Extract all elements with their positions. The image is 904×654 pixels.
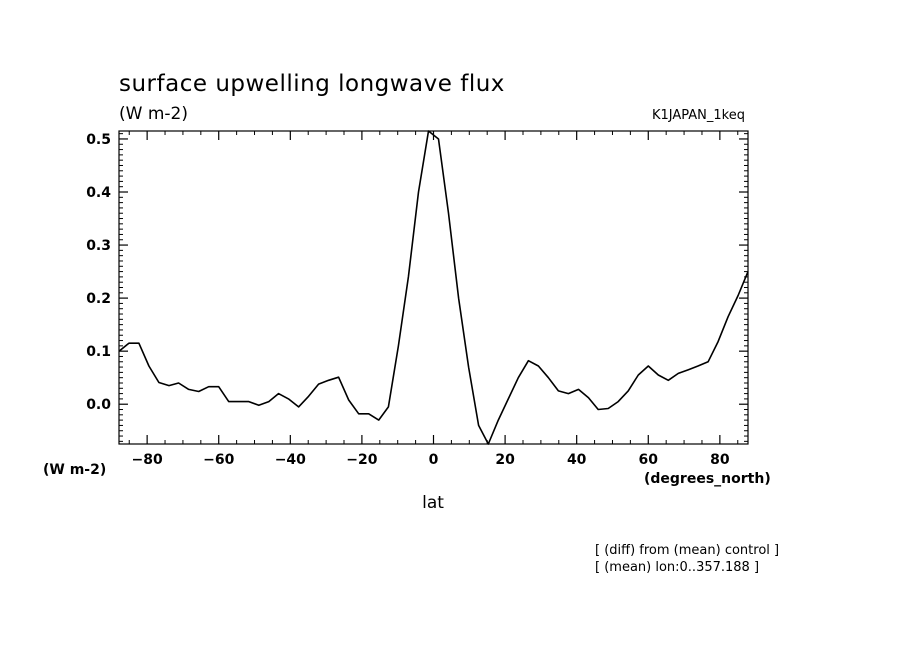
x-axis-units: (degrees_north) xyxy=(644,471,771,487)
y-tick-label: 0.5 xyxy=(86,132,111,148)
x-axis-label: lat xyxy=(422,493,444,513)
y-axis-ticks: 0.0 0.1 0.2 0.3 0.4 0.5 xyxy=(86,132,748,413)
note-mean: [ (mean) lon:0..357.188 ] xyxy=(595,560,759,575)
y-tick-label: 0.0 xyxy=(86,397,111,413)
x-tick-label: −60 xyxy=(203,452,234,468)
plot-frame xyxy=(118,130,749,445)
plot-border xyxy=(118,130,749,445)
y-tick-label: 0.1 xyxy=(86,344,111,360)
note-diff: [ (diff) from (mean) control ] xyxy=(595,543,779,558)
y-tick-label: 0.4 xyxy=(86,185,111,201)
y-axis-label: (W m-2) xyxy=(43,462,106,478)
x-tick-label: −80 xyxy=(132,452,163,468)
x-tick-label: 40 xyxy=(567,452,587,468)
x-tick-label: −20 xyxy=(346,452,377,468)
x-tick-label: −40 xyxy=(275,452,306,468)
chart-title: surface upwelling longwave flux xyxy=(119,71,505,97)
y-tick-label: 0.2 xyxy=(86,291,111,307)
run-label: K1JAPAN_1keq xyxy=(652,108,745,123)
y-tick-label: 0.3 xyxy=(86,238,111,254)
units-label: (W m-2) xyxy=(119,104,188,124)
x-tick-label: 0 xyxy=(429,452,439,468)
series-line xyxy=(118,130,749,445)
x-axis-ticks: −80 −60 −40 −20 0 20 40 60 80 xyxy=(132,131,730,468)
x-tick-label: 20 xyxy=(495,452,515,468)
minor-ticks xyxy=(119,131,748,444)
x-tick-label: 80 xyxy=(710,452,730,468)
x-tick-label: 60 xyxy=(639,452,659,468)
